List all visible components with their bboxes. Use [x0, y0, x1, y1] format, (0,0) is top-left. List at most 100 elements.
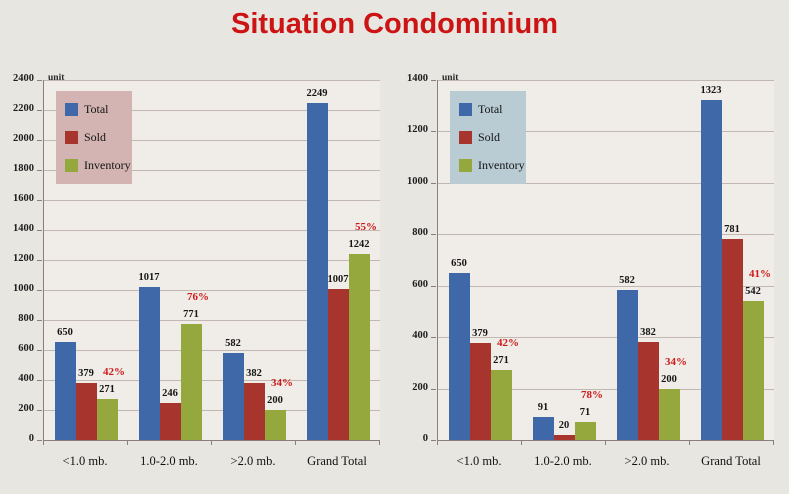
y-axis-tick [37, 410, 42, 411]
y-axis-tick [37, 290, 42, 291]
x-axis-tick [379, 440, 380, 445]
gridline [44, 260, 380, 261]
bar-value-label: 271 [493, 355, 509, 366]
legend-label: Sold [478, 129, 501, 144]
y-axis-label: 400 [18, 373, 34, 384]
bar-total [616, 290, 638, 440]
bar-inventory [742, 301, 764, 440]
y-axis-label: 2400 [13, 73, 34, 84]
y-axis-tick [431, 337, 436, 339]
unit-label: unit [48, 73, 65, 83]
category-label: 1.0-2.0 mb. [534, 454, 592, 468]
total-swatch-icon [65, 102, 78, 116]
y-axis-tick [37, 170, 42, 171]
sold-percent-label: 34% [271, 377, 293, 389]
y-axis-label: 0 [422, 433, 428, 444]
bar-value-label: 379 [472, 328, 488, 339]
left-plot-area: 650 379 271 42% 1017 246 771 76% 582 382 200 34% 224… [43, 80, 380, 441]
y-axis-label: 1000 [407, 175, 428, 187]
legend-label: Total [478, 101, 503, 116]
y-axis-label: 800 [412, 227, 428, 239]
page-title: Situation Condominium [230, 8, 558, 40]
bar-value-label: 379 [78, 368, 94, 379]
y-axis-label: 1400 [13, 223, 34, 234]
category-label: <1.0 mb. [62, 454, 108, 468]
bar-value-label: 771 [183, 309, 199, 320]
x-axis-tick [295, 440, 296, 445]
gridline [44, 320, 380, 321]
bar-value-label: 1017 [138, 272, 160, 283]
sold-percent-label: 42% [103, 366, 125, 378]
total-swatch-icon [459, 102, 472, 116]
bar-value-label: 650 [57, 327, 73, 338]
bar-value-label: 781 [724, 224, 740, 235]
y-axis-tick [431, 285, 436, 287]
y-axis-tick [37, 350, 42, 351]
gridline [438, 80, 774, 81]
legend-item-inventory: Inventory [459, 158, 526, 173]
bar-total [138, 287, 160, 440]
bar-value-label: 246 [162, 388, 178, 399]
y-axis-label: 1000 [13, 283, 34, 294]
x-axis-tick [437, 440, 438, 445]
y-axis-label: 1200 [407, 124, 428, 136]
bar-total [54, 342, 76, 440]
bar-sold [637, 342, 659, 440]
bar-value-label: 582 [225, 338, 241, 349]
y-axis-tick [37, 320, 42, 321]
sold-percent-label: 76% [187, 291, 209, 303]
inventory-swatch-icon [65, 159, 78, 173]
y-axis-label: 2200 [13, 103, 34, 114]
bar-sold [75, 383, 97, 440]
legend-label: Total [84, 101, 109, 116]
y-axis-label: 1200 [13, 253, 34, 264]
y-axis-tick [431, 388, 436, 390]
bar-sold [721, 239, 743, 440]
y-axis-label: 200 [18, 403, 34, 414]
sold-percent-label: 41% [749, 268, 771, 280]
legend-item-total: Total [459, 102, 526, 117]
gridline [438, 388, 774, 390]
bar-value-label: 650 [451, 258, 467, 269]
y-axis-tick [431, 440, 436, 441]
y-axis-label: 200 [412, 381, 428, 393]
y-axis-tick [431, 182, 436, 184]
y-axis-label: 1600 [13, 193, 34, 204]
gridline [44, 350, 380, 351]
gridline [438, 131, 774, 133]
unit-label: unit [442, 73, 459, 83]
y-axis-tick [37, 230, 42, 231]
bar-inventory [490, 370, 512, 440]
bar-value-label: 200 [661, 374, 677, 385]
bar-inventory [574, 422, 596, 440]
gridline [438, 234, 774, 236]
category-label: 1.0-2.0 mb. [140, 454, 198, 468]
gridline [44, 290, 380, 291]
category-label: <1.0 mb. [456, 454, 502, 468]
bar-sold [553, 435, 575, 440]
gridline [44, 230, 380, 231]
x-axis-tick [605, 440, 606, 445]
legend-label: Inventory [84, 158, 131, 173]
gridline [44, 380, 380, 381]
bar-value-label: 71 [579, 407, 591, 418]
legend-item-sold: Sold [459, 130, 526, 145]
sold-percent-label: 42% [497, 337, 519, 349]
y-axis-tick [37, 110, 42, 111]
legend-label: Sold [84, 129, 107, 144]
sold-swatch-icon [459, 130, 472, 144]
y-axis-tick [37, 140, 42, 141]
bar-total [448, 273, 470, 440]
gridline [44, 110, 380, 111]
y-axis-tick [431, 131, 436, 133]
bar-value-label: 200 [267, 395, 283, 406]
y-axis-tick [431, 80, 436, 81]
bar-value-label: 2249 [306, 88, 328, 99]
gridline [438, 337, 774, 339]
legend-item-inventory: Inventory [65, 158, 132, 173]
bar-inventory [96, 399, 118, 440]
y-axis-label: 400 [412, 330, 428, 342]
sold-percent-label: 78% [581, 389, 603, 401]
bar-value-label: 382 [246, 368, 262, 379]
x-axis-tick [43, 440, 44, 445]
